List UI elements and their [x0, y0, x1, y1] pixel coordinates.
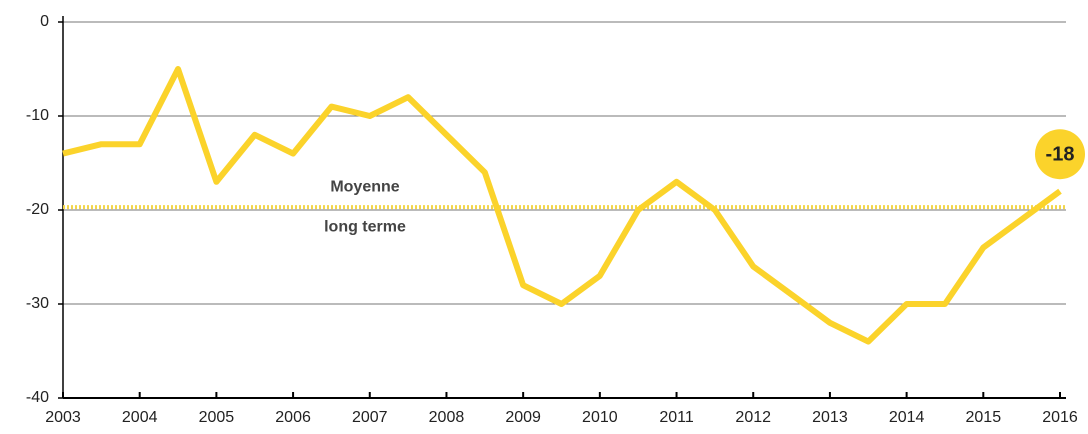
x-tick-label: 2015	[966, 409, 1002, 426]
x-tick-label: 2006	[275, 409, 311, 426]
x-tick-label: 2007	[352, 409, 388, 426]
x-tick-label: 2008	[429, 409, 465, 426]
data-line	[62, 66, 1062, 345]
reference-label: Moyenne	[330, 178, 399, 195]
x-tick-label: 2010	[582, 409, 618, 426]
y-tick-label: -40	[26, 389, 49, 406]
x-tick-label: 2012	[735, 409, 771, 426]
x-tick-label: 2016	[1042, 409, 1078, 426]
x-tick-label: 2003	[45, 409, 81, 426]
x-tick-label: 2004	[122, 409, 158, 426]
annotation-label: -18	[1046, 143, 1075, 165]
annotation-badge	[1035, 129, 1085, 180]
y-tick-label: -30	[26, 295, 49, 312]
x-tick-label: 2013	[812, 409, 848, 426]
x-tick-label: 2005	[199, 409, 235, 426]
y-tick-label: -20	[26, 201, 49, 218]
y-tick-label: -10	[26, 107, 49, 124]
x-tick-label: 2011	[659, 409, 694, 426]
y-tick-label: 0	[40, 13, 49, 30]
x-tick-label: 2009	[505, 409, 541, 426]
x-tick-label: 2014	[889, 409, 925, 426]
reference-label: long terme	[324, 218, 406, 235]
